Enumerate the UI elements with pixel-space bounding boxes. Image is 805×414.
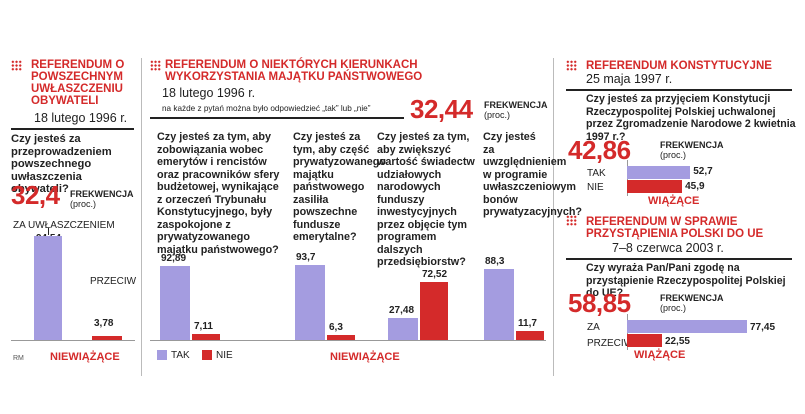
legend-nie-swatch	[202, 350, 212, 360]
value-label-nie-q3: 72,52	[422, 268, 448, 280]
rule	[566, 89, 792, 91]
value-label-tak-q1: 92,89	[161, 252, 187, 264]
value-label-against: 3,78	[94, 318, 114, 329]
value-label-za: 77,45	[750, 322, 776, 333]
bar-tak-q3	[388, 318, 418, 340]
turnout-value: 32,44	[410, 94, 473, 124]
bar-tak	[627, 166, 691, 179]
turnout-unit: (proc.)	[660, 150, 687, 160]
credit: RM	[13, 355, 24, 362]
bar-nie-q2	[327, 334, 355, 340]
value-label-nie: 45,9	[685, 181, 705, 192]
value-label-nie-q4: 11,7	[518, 317, 537, 329]
bar-tak-q4	[484, 269, 514, 340]
turnout-value: 32,4	[11, 180, 60, 210]
bar-nie-q3	[420, 281, 448, 340]
label-tak: TAK	[587, 168, 606, 179]
question-1: Czy jesteś za tym, aby zobowiązania wobe…	[157, 131, 280, 256]
rule	[150, 117, 404, 119]
status-invalid: NIEWIĄŻĄCE	[50, 351, 120, 363]
bar-nie	[627, 180, 683, 193]
turnout-label-text: FREKWENCJA	[660, 140, 724, 150]
bar-for	[34, 236, 62, 340]
label-przeciw: PRZECIW	[587, 338, 634, 349]
value-label-tak-q4: 88,3	[485, 256, 505, 268]
section-date: 7–8 czerwca 2003 r.	[612, 241, 724, 255]
status-invalid: NIEWIĄŻĄCE	[330, 351, 400, 363]
grid-icon	[566, 215, 577, 226]
value-label-tak-q3: 27,48	[389, 305, 415, 317]
bar-za	[627, 320, 747, 333]
label-za: ZA	[587, 322, 600, 333]
status-binding: WIĄŻĄCE	[648, 195, 700, 207]
question-2: Czy jesteś za tym, aby część prywatyzowa…	[293, 131, 386, 243]
status-binding: WIĄŻĄCE	[634, 349, 686, 361]
baseline	[150, 340, 546, 341]
value-label-przeciw: 22,55	[664, 336, 690, 347]
turnout-label: FREKWENCJA (proc.)	[484, 100, 548, 120]
turnout-value: 58,85	[568, 288, 631, 318]
pointer-line	[48, 228, 49, 235]
turnout-label-text: FREKWENCJA	[660, 293, 724, 303]
turnout-label-text: FREKWENCJA	[484, 100, 548, 110]
turnout-label: FREKWENCJA (proc.)	[70, 189, 134, 209]
note: na każde z pytań można było odpowiedzieć…	[162, 104, 371, 113]
question-4: Czy jesteś za uwzględnieniem w programie…	[483, 131, 583, 218]
section-title: REFERENDUM O NIEKTÓRYCH KIERUNKACH WYKOR…	[165, 59, 423, 83]
label-for: ZA UWŁASZCZENIEM	[13, 220, 115, 231]
section-date: 18 lutego 1996 r.	[34, 111, 128, 125]
label-against: PRZECIW	[90, 276, 137, 287]
separator-right	[553, 58, 554, 376]
turnout-label: FREKWENCJA (proc.)	[660, 140, 724, 160]
value-label-nie-q2: 6,3	[329, 321, 343, 333]
turnout-value: 42,86	[568, 135, 631, 165]
turnout-label: FREKWENCJA (proc.)	[660, 293, 724, 313]
rule	[11, 128, 134, 130]
value-label-tak: 52,7	[693, 166, 713, 177]
section-title: REFERENDUM KONSTYTUCYJNE	[586, 60, 772, 72]
bar-przeciw	[627, 334, 662, 347]
legend-nie: NIE	[216, 350, 233, 361]
bar-against	[92, 335, 122, 340]
question-3: Czy jesteś za tym, aby zwiększyć wartość…	[377, 131, 475, 268]
rule	[566, 258, 792, 260]
turnout-unit: (proc.)	[70, 199, 97, 209]
section-date: 25 maja 1997 r.	[586, 72, 673, 86]
section-date: 18 lutego 1996 r.	[162, 86, 256, 100]
grid-icon	[566, 60, 577, 71]
bar-nie-q1	[192, 334, 220, 340]
turnout-unit: (proc.)	[660, 303, 687, 313]
separator-left	[141, 58, 142, 376]
question-text: Czy jesteś za przeprowadzeniem powszechn…	[11, 133, 112, 195]
grid-icon	[11, 60, 22, 71]
baseline	[11, 340, 135, 341]
turnout-label-text: FREKWENCJA	[70, 189, 134, 199]
bar-tak-q2	[295, 265, 325, 340]
legend-tak: TAK	[171, 350, 190, 361]
legend-tak-swatch	[157, 350, 167, 360]
section-title: REFERENDUM W SPRAWIE PRZYSTĄPIENIA POLSK…	[586, 216, 764, 240]
label-nie: NIE	[587, 182, 604, 193]
question-text: Czy jesteś za przyjęciem Konstytucji Rze…	[586, 93, 796, 143]
turnout-unit: (proc.)	[484, 110, 511, 120]
bar-nie-q4	[516, 330, 544, 340]
section-title: REFERENDUM O POWSZECHNYM UWŁASZCZENIU OB…	[31, 59, 125, 107]
grid-icon	[150, 60, 161, 71]
value-label-nie-q1: 7,11	[194, 321, 213, 333]
bar-tak-q1	[160, 265, 190, 340]
value-label-tak-q2: 93,7	[296, 252, 316, 264]
question-text: Czy wyraża Pan/Pani zgodę na przystąpien…	[586, 262, 786, 299]
